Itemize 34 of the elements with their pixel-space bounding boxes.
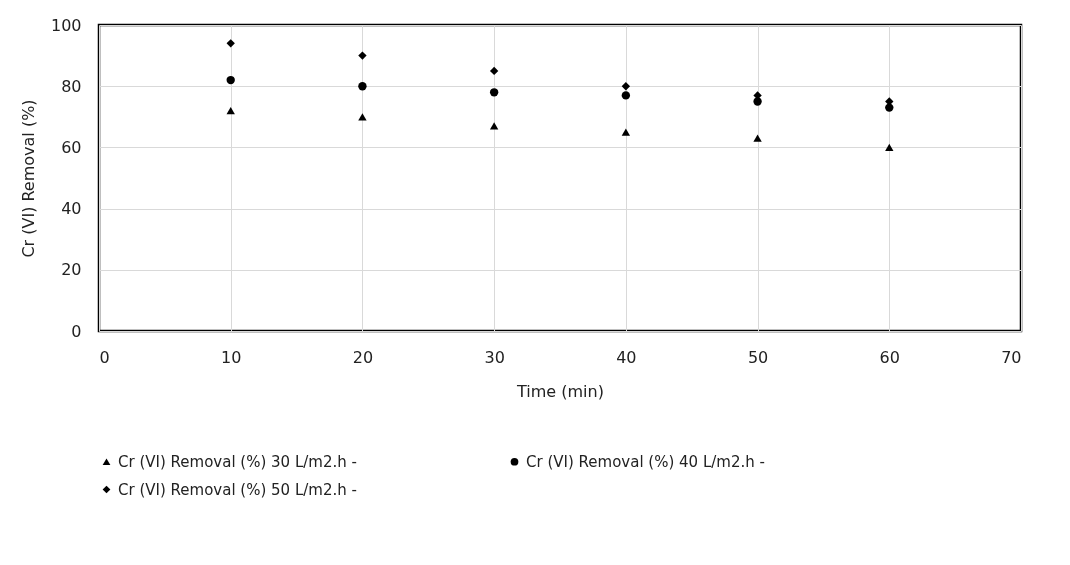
y-tick-label: 0 [71, 321, 82, 341]
point [358, 113, 367, 121]
y-tick-label: 80 [61, 76, 82, 96]
point [753, 134, 762, 142]
point [226, 39, 235, 48]
point [489, 66, 499, 76]
legend-label: Cr (VI) Removal (%) 30 L/m2.h - [118, 452, 357, 471]
x-axis-title: Time (min) [516, 381, 604, 401]
x-tick-label: 10 [221, 347, 242, 367]
point [885, 143, 894, 152]
y-tick-label: 40 [61, 199, 82, 219]
y-tick-label: 60 [61, 137, 82, 157]
point [226, 107, 235, 115]
point [489, 88, 499, 97]
y-tick-label: 20 [61, 260, 82, 280]
point [358, 51, 367, 60]
x-tick-label: 0 [99, 347, 110, 367]
x-tick-label: 40 [616, 347, 637, 367]
point [621, 82, 631, 91]
y-tick-label: 100 [50, 15, 82, 35]
point [621, 128, 631, 136]
x-tick-label: 20 [352, 347, 374, 367]
point [621, 91, 631, 100]
x-tick-label: 60 [879, 347, 900, 367]
x-tick-label: 50 [747, 347, 769, 367]
y-axis-title: Cr (VI) Removal (%) [18, 99, 38, 258]
legend-label: Cr (VI) Removal (%) 40 L/m2.h - [526, 452, 765, 471]
legend-label: Cr (VI) Removal (%) 50 L/m2.h - [118, 480, 357, 499]
point [885, 103, 894, 112]
x-tick-label: 30 [484, 347, 505, 367]
point [226, 75, 235, 85]
point [489, 122, 499, 130]
x-tick-label: 70 [1001, 347, 1022, 367]
point [358, 82, 367, 91]
